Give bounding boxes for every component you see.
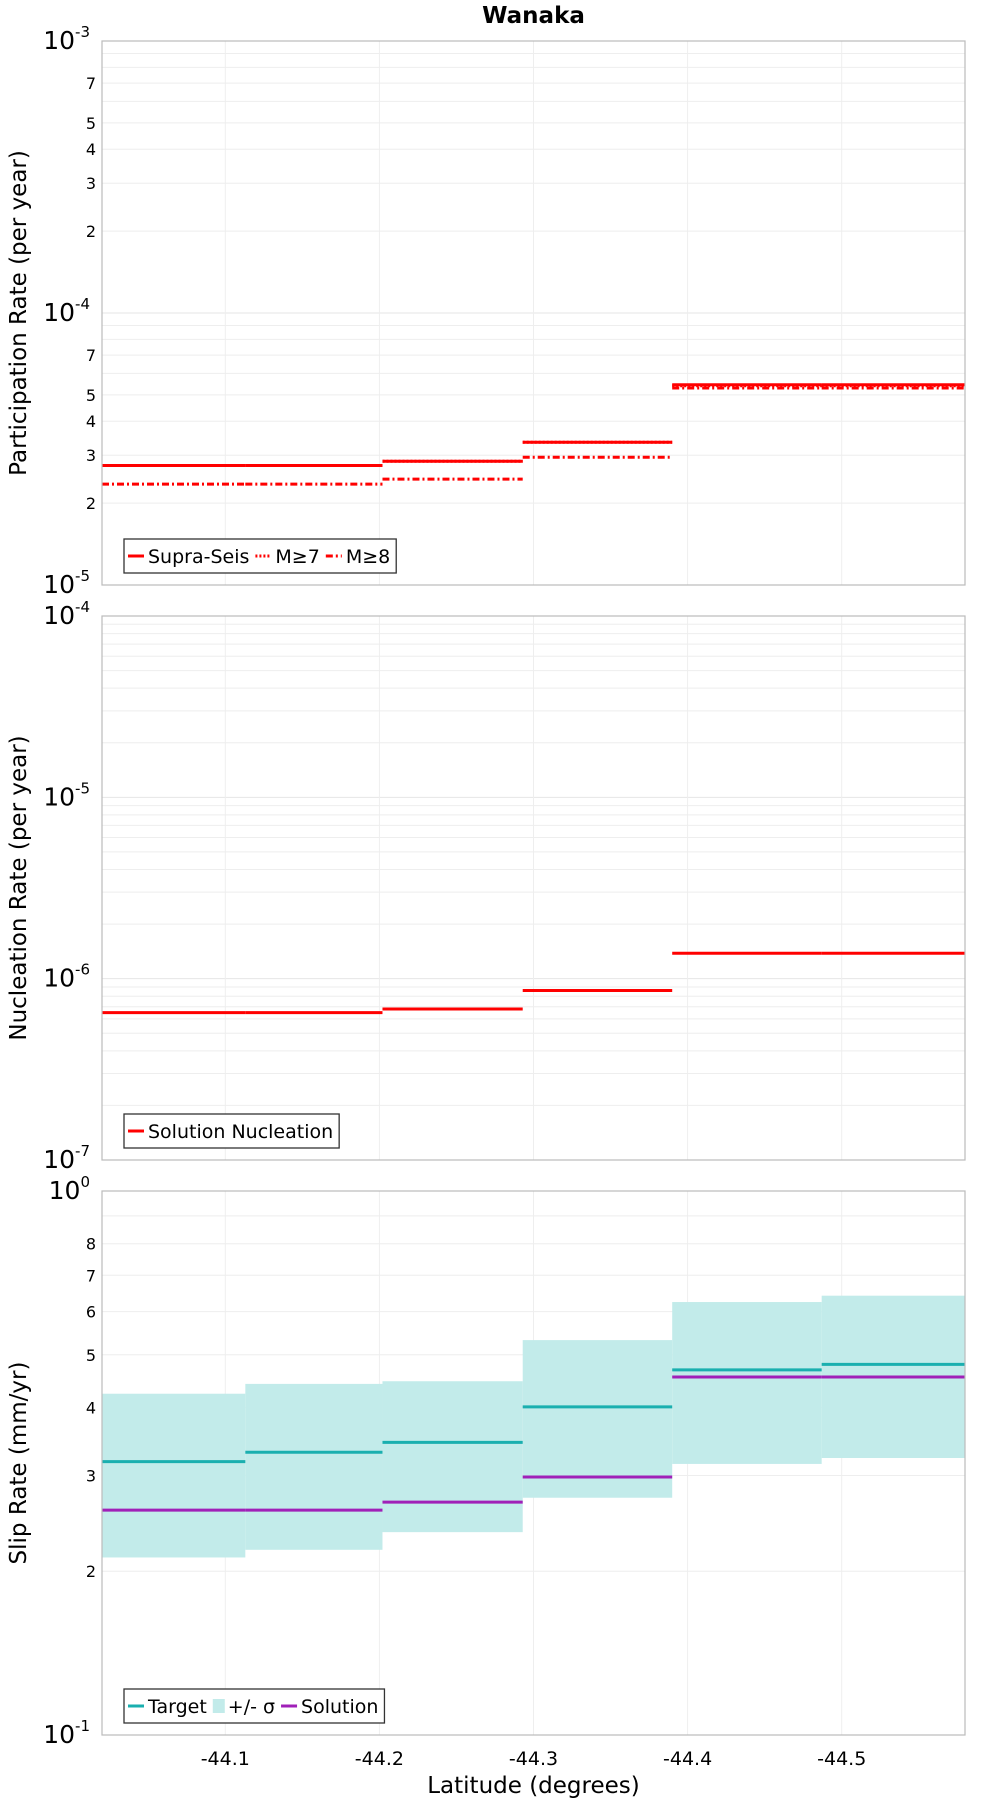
sigma-band-segment — [102, 1393, 246, 1558]
y-tick-label: 4 — [86, 1398, 96, 1417]
legend: Target +/- σ Solution — [123, 1688, 386, 1724]
legend-box — [123, 1688, 386, 1724]
y-tick-label: 100 — [49, 1173, 90, 1205]
y-tick-label: 5 — [86, 1346, 96, 1365]
y-tick-label: 10-1 — [43, 1717, 90, 1749]
x-tick-label: -44.5 — [817, 1748, 866, 1770]
y-tick-label: 7 — [86, 346, 96, 365]
x-tick-label: -44.1 — [201, 1748, 250, 1770]
y-tick-label: 10-5 — [43, 779, 90, 811]
legend-label: +/- σ — [228, 1696, 275, 1718]
sigma-band-segment — [522, 1340, 673, 1498]
y-tick-label: 2 — [86, 494, 96, 513]
y-tick-label: 5 — [86, 386, 96, 405]
y-tick-label: 10-5 — [43, 567, 90, 599]
y-tick-label: 3 — [86, 446, 96, 465]
y-axis-title: Nucleation Rate (per year) — [6, 735, 32, 1040]
legend-label: Supra-Seis — [148, 546, 249, 568]
y-tick-label: 2 — [86, 222, 96, 241]
y-tick-label: 10-7 — [43, 1142, 90, 1174]
y-axis-title: Slip Rate (mm/yr) — [6, 1362, 32, 1565]
y-tick-label: 4 — [86, 140, 96, 159]
legend-box — [123, 1113, 340, 1149]
x-tick-label: -44.4 — [663, 1748, 712, 1770]
chart-title: Wanaka — [482, 3, 585, 29]
legend-label: Solution — [301, 1696, 378, 1718]
chart-panel-3: 100 8 7 6 5 4 3 2 10-1 Slip Rate (mm/yr) -44.1 -44.… — [6, 1173, 966, 1799]
x-tick-label: -44.2 — [355, 1748, 404, 1770]
sigma-band-segment — [672, 1302, 822, 1464]
legend: Supra-Seis M≥7 M≥8 — [123, 538, 397, 574]
x-tick-label: -44.3 — [509, 1748, 558, 1770]
y-tick-label: 8 — [86, 1235, 96, 1254]
plot-frame — [101, 615, 966, 1161]
legend-label: Target — [147, 1696, 207, 1718]
y-tick-label: 10-6 — [43, 961, 90, 993]
y-tick-label: 5 — [86, 114, 96, 133]
legend-swatch — [212, 1699, 225, 1713]
y-tick-label: 4 — [86, 412, 96, 431]
y-axis-title: Participation Rate (per year) — [6, 150, 32, 476]
y-tick-label: 10-3 — [43, 23, 90, 55]
legend-label: Solution Nucleation — [148, 1121, 333, 1143]
legend-label: M≥8 — [346, 546, 390, 568]
y-tick-label: 3 — [86, 174, 96, 193]
legend-label: M≥7 — [275, 546, 319, 568]
y-tick-label: 6 — [86, 1303, 96, 1322]
x-axis-title: Latitude (degrees) — [427, 1773, 640, 1799]
chart-panel-2: 10-4 10-5 10-6 10-7 Nucleation Rate (per yea… — [6, 598, 966, 1174]
plot-frame — [101, 40, 966, 586]
sigma-band-segment — [382, 1381, 523, 1533]
plot-frame — [101, 1190, 966, 1736]
chart-panel-1: 10-3 7 5 4 3 2 10-4 7 5 4 3 2 10-5 Participation Rate… — [6, 3, 966, 599]
y-tick-label: 3 — [86, 1466, 96, 1485]
y-tick-label: 10-4 — [43, 598, 90, 630]
sigma-band-segment — [245, 1383, 383, 1550]
y-tick-label: 10-4 — [43, 295, 90, 327]
y-tick-label: 2 — [86, 1562, 96, 1581]
y-tick-label: 7 — [86, 74, 96, 93]
legend: Solution Nucleation — [123, 1113, 340, 1149]
y-tick-label: 7 — [86, 1266, 96, 1285]
